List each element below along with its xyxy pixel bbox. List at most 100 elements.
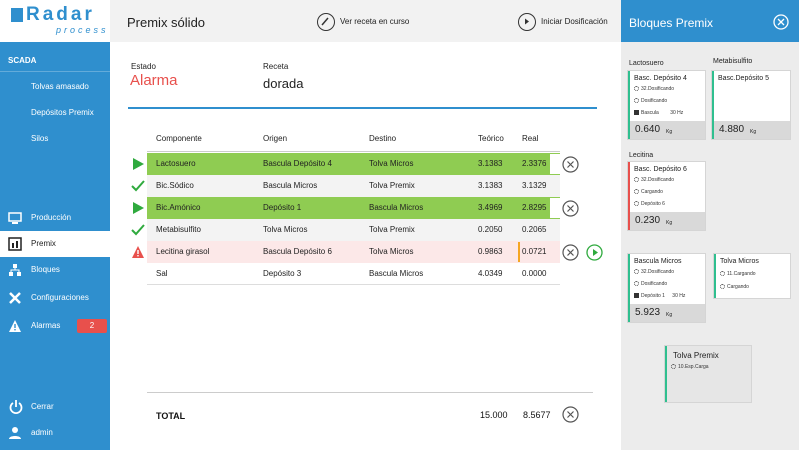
tools-icon [9, 292, 21, 304]
card-status-text: 32.Dosificando [641, 269, 675, 275]
cell-componente: Lactosuero [156, 159, 196, 168]
table-row: Lactosuero Bascula Depósito 4 Tolva Micr… [147, 153, 560, 175]
cell-componente: Bic.Sódico [156, 181, 194, 190]
sidebar-item-alarmas[interactable]: Alarmas 2 [0, 313, 110, 339]
divider [147, 151, 560, 152]
real-box [518, 154, 560, 174]
spinner-icon [634, 269, 639, 274]
receta-label: Receta [263, 62, 289, 71]
group-label: Metabisulfito [713, 58, 753, 65]
check-icon [131, 180, 145, 192]
warning-icon [9, 320, 21, 332]
card-status-extra: 30 Hz [672, 293, 686, 299]
card-status: Depósito 1 30 Hz [634, 293, 685, 299]
sidebar-item-tolvas-amasado[interactable]: Tolvas amasado [31, 82, 89, 91]
estado-value: Alarma [130, 72, 178, 89]
close-icon[interactable] [773, 14, 789, 30]
cell-real: 0.2065 [522, 225, 547, 234]
cell-origen: Bascula Micros [263, 181, 318, 190]
cell-destino: Tolva Micros [369, 247, 414, 256]
real-box [518, 242, 560, 262]
cancel-all-button[interactable] [562, 406, 579, 423]
cell-real: 2.3376 [522, 159, 547, 168]
resume-button[interactable] [586, 244, 603, 261]
card-status: 10.Esp.Carga [671, 364, 709, 370]
cell-real: 0.0721 [522, 247, 547, 256]
spinner-icon [634, 201, 639, 206]
brand-logo: Radar process [0, 0, 110, 42]
cancel-button[interactable] [562, 200, 579, 217]
chart-icon [8, 237, 22, 251]
cancel-button[interactable] [562, 156, 579, 173]
spinner-icon [671, 364, 676, 369]
divider [0, 71, 110, 72]
card-status-text: Cargando [727, 284, 749, 290]
sidebar-item-label: Configuraciones [31, 293, 89, 302]
block-card[interactable]: Bascula Micros 32.Dosificando Dosificand… [627, 253, 706, 323]
pencil-icon [317, 13, 335, 31]
card-value: 5.923 [635, 307, 661, 318]
view-recipe-button[interactable]: Ver receta en curso [317, 13, 409, 31]
block-card[interactable]: Tolva Micros 11.Cargando Cargando [713, 253, 791, 299]
card-unit: Kg [666, 312, 673, 318]
card-footer: 0.640 Kg [630, 121, 705, 139]
card-title: Tolva Premix [673, 351, 719, 360]
sidebar-item-produccion[interactable]: Producción [0, 205, 110, 231]
group-label: Lactosuero [629, 60, 664, 67]
cell-real: 3.1329 [522, 181, 547, 190]
user-icon [9, 427, 21, 439]
check-icon [131, 224, 145, 236]
brand-name: Radar [26, 4, 95, 25]
spinner-icon [634, 86, 639, 91]
card-footer: 4.880 Kg [714, 121, 790, 139]
column-header-teorico: Teórico [478, 134, 504, 143]
spinner-icon [720, 284, 725, 289]
cell-origen: Bascula Depósito 4 [263, 159, 332, 168]
sidebar-item-premix[interactable]: Premix [0, 231, 110, 257]
cell-teorico: 0.2050 [478, 225, 503, 234]
card-status: Dosificando [634, 281, 667, 287]
column-header-componente: Componente [156, 134, 202, 143]
block-card[interactable]: Basc. Depósito 6 32.Dosificando Cargando… [627, 161, 706, 231]
card-title: Tolva Micros [720, 258, 759, 265]
table-row: Bic.Amónico Depósito 1 Bascula Micros 3.… [147, 197, 560, 219]
status-bar [712, 71, 714, 139]
start-dosing-label: Iniciar Dosificación [541, 17, 608, 26]
block-card[interactable]: Basc.Depósito 5 4.880 Kg [711, 70, 791, 140]
power-icon [9, 400, 23, 414]
sidebar-item-configuraciones[interactable]: Configuraciones [0, 285, 110, 311]
sidebar-item-silos[interactable]: Silos [31, 134, 49, 143]
table-row: Sal Depósito 3 Bascula Micros 4.0349 0.0… [147, 263, 560, 285]
column-header-origen: Origen [263, 134, 288, 143]
production-icon [8, 212, 22, 224]
user-menu[interactable]: admin [0, 420, 110, 446]
column-header-destino: Destino [369, 134, 397, 143]
start-dosing-button[interactable]: Iniciar Dosificación [518, 13, 608, 31]
card-status: 11.Cargando [720, 271, 756, 277]
block-card[interactable]: Tolva Premix 10.Esp.Carga [664, 345, 752, 403]
block-card[interactable]: Basc. Depósito 4 32.Dosificando Dosifica… [627, 70, 706, 140]
warning-icon [132, 246, 144, 258]
card-unit: Kg [750, 129, 757, 135]
card-status: 32.Dosificando [634, 177, 674, 183]
cancel-button[interactable] [562, 244, 579, 261]
cell-destino: Tolva Premix [369, 181, 415, 190]
cell-destino: Tolva Micros [369, 159, 414, 168]
cell-real: 2.8295 [522, 203, 547, 212]
status-bar [665, 346, 667, 402]
card-status-text: 32.Dosificando [641, 86, 675, 92]
table-row: Metabisulfito Tolva Micros Tolva Premix … [147, 219, 560, 241]
card-status: 32.Dosificando [634, 269, 674, 275]
sidebar-item-bloques[interactable]: Bloques [0, 257, 110, 283]
card-title: Bascula Micros [634, 258, 682, 265]
cell-destino: Bascula Micros [369, 269, 424, 278]
card-status-text: Bascula [641, 110, 659, 116]
sidebar-item-depositos-premix[interactable]: Depósitos Premix [31, 108, 94, 117]
radar-logo-icon [11, 8, 23, 22]
cell-teorico: 3.1383 [478, 181, 503, 190]
card-status-text: 10.Esp.Carga [678, 364, 709, 370]
cell-componente: Lecitina girasol [156, 247, 210, 256]
card-status: Cargando [634, 189, 663, 195]
logout-button[interactable]: Cerrar [0, 394, 110, 420]
grid-icon [634, 110, 639, 115]
